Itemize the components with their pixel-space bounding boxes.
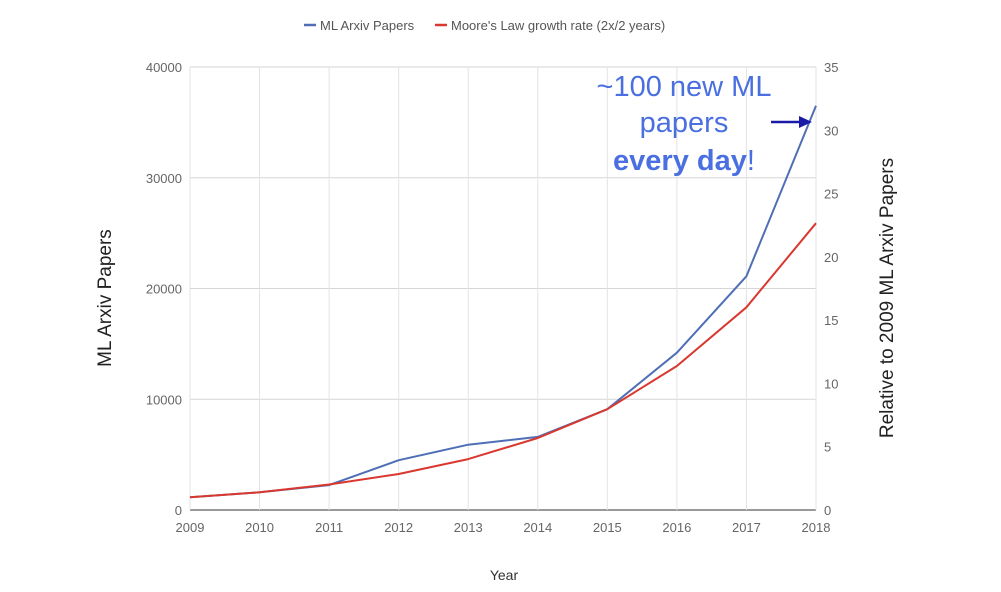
y2-tick-label: 25 xyxy=(824,187,838,202)
y-axis-title: ML Arxiv Papers xyxy=(95,229,116,367)
annotation-emphasis: every day xyxy=(613,145,747,177)
x-tick-label: 2017 xyxy=(732,520,761,535)
x-tick-label: 2013 xyxy=(454,520,483,535)
x-tick-label: 2011 xyxy=(315,520,343,535)
x-tick-label: 2016 xyxy=(662,520,691,535)
tick-labels: 0 10000 20000 30000 40000 0 5 10 15 20 25 30 35 2009 2… xyxy=(146,60,839,535)
x-tick-label: 2009 xyxy=(176,520,205,535)
legend-label-ml-papers: ML Arxiv Papers xyxy=(320,18,415,33)
x-tick-label: 2014 xyxy=(523,520,552,535)
annotation-line-2: papers xyxy=(640,107,729,139)
y2-tick-label: 0 xyxy=(824,503,831,518)
y2-tick-label: 20 xyxy=(824,250,838,265)
x-axis-title: Year xyxy=(490,567,519,583)
y-tick-label: 20000 xyxy=(146,282,182,297)
y2-axis-title: Relative to 2009 ML Arxiv Papers xyxy=(877,158,898,438)
annotation-exclamation: ! xyxy=(747,145,755,177)
annotation-arrow-head xyxy=(799,116,812,128)
y2-tick-label: 5 xyxy=(824,440,831,455)
y2-tick-label: 15 xyxy=(824,313,838,328)
legend-label-moores-law: Moore's Law growth rate (2x/2 years) xyxy=(451,18,665,33)
x-tick-label: 2018 xyxy=(802,520,831,535)
y-tick-label: 10000 xyxy=(146,392,182,407)
annotation: ~100 new ML papers every day! xyxy=(597,71,812,177)
y2-tick-label: 10 xyxy=(824,376,838,391)
gridlines xyxy=(189,66,817,511)
legend: ML Arxiv Papers Moore's Law growth rate … xyxy=(304,18,665,33)
y-tick-label: 0 xyxy=(175,503,182,518)
x-tick-label: 2012 xyxy=(384,520,413,535)
y2-tick-label: 30 xyxy=(824,123,838,138)
series-line xyxy=(189,222,817,499)
annotation-line-1: ~100 new ML xyxy=(597,71,772,103)
series-lines xyxy=(189,105,817,499)
y-tick-label: 40000 xyxy=(146,60,182,75)
y2-tick-label: 35 xyxy=(824,60,838,75)
x-tick-label: 2015 xyxy=(593,520,622,535)
y-tick-label: 30000 xyxy=(146,171,182,186)
annotation-line-3: every day! xyxy=(613,145,755,177)
x-tick-label: 2010 xyxy=(245,520,274,535)
